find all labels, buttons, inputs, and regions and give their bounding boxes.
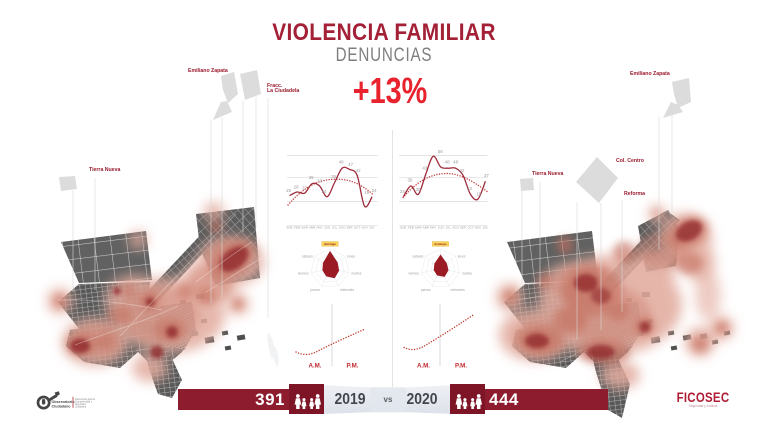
svg-text:domingo: domingo (324, 242, 336, 246)
svg-text:Seguridad: Seguridad (75, 403, 86, 406)
svg-text:43: 43 (422, 166, 427, 171)
svg-text:MAR: MAR (301, 226, 309, 230)
svg-text:A.M.: A.M. (308, 363, 321, 370)
svg-text:OCT: OCT (354, 226, 361, 230)
svg-text:lunes: lunes (458, 254, 466, 258)
svg-text:ENE: ENE (400, 226, 406, 230)
svg-text:35: 35 (309, 175, 314, 180)
svg-text:martes: martes (462, 271, 472, 275)
svg-text:sábado: sábado (302, 254, 313, 258)
svg-text:23: 23 (467, 186, 472, 191)
svg-text:NOV: NOV (475, 226, 482, 230)
svg-text:28: 28 (294, 185, 299, 190)
svg-text:36: 36 (331, 174, 336, 179)
svg-text:DIC: DIC (483, 226, 489, 230)
svg-text:SEP: SEP (460, 226, 466, 230)
svg-text:24: 24 (372, 188, 377, 193)
svg-text:ABR: ABR (423, 226, 430, 230)
svg-text:48: 48 (445, 160, 450, 165)
svg-text:JUN: JUN (438, 226, 444, 230)
svg-text:Fideicomiso para la: Fideicomiso para la (75, 398, 96, 401)
svg-text:37: 37 (484, 173, 489, 178)
svg-text:P.M.: P.M. (347, 363, 359, 370)
svg-text:24: 24 (400, 189, 405, 194)
svg-text:DIC: DIC (370, 226, 376, 230)
svg-text:Competitividad y: Competitividad y (75, 400, 93, 403)
svg-text:miércoles: miércoles (451, 288, 465, 292)
svg-text:47: 47 (348, 162, 353, 167)
svg-text:SEP: SEP (347, 226, 353, 230)
svg-text:JUL: JUL (332, 226, 338, 230)
svg-text:jueves: jueves (309, 288, 320, 292)
svg-text:48: 48 (339, 160, 344, 165)
svg-text:FEB: FEB (294, 226, 300, 230)
svg-text:ABR: ABR (309, 226, 316, 230)
svg-text:25: 25 (286, 188, 291, 193)
svg-text:jueves: jueves (420, 288, 431, 292)
svg-text:domingo: domingo (434, 242, 446, 246)
svg-text:42: 42 (356, 168, 361, 173)
svg-text:33: 33 (317, 179, 322, 184)
svg-text:ENE: ENE (287, 226, 293, 230)
svg-text:FEB: FEB (408, 226, 414, 230)
svg-text:Ciudadana: Ciudadana (75, 407, 87, 409)
svg-text:P.M.: P.M. (455, 363, 467, 370)
svg-text:NOV: NOV (361, 226, 368, 230)
svg-text:15: 15 (476, 192, 481, 197)
svg-text:miércoles: miércoles (340, 288, 354, 292)
svg-text:30: 30 (407, 178, 412, 183)
svg-text:Observatorio: Observatorio (52, 400, 76, 404)
svg-text:sábado: sábado (412, 254, 423, 258)
svg-text:JUN: JUN (324, 226, 330, 230)
svg-text:27: 27 (302, 186, 307, 191)
svg-text:martes: martes (352, 271, 362, 275)
svg-text:JUL: JUL (445, 226, 451, 230)
svg-text:58: 58 (438, 149, 443, 154)
svg-text:MAR: MAR (415, 226, 423, 230)
svg-text:viernes: viernes (298, 271, 309, 275)
svg-text:26: 26 (416, 187, 421, 192)
svg-text:MAY: MAY (430, 226, 436, 230)
svg-text:48: 48 (453, 160, 458, 165)
svg-text:MAY: MAY (316, 226, 322, 230)
svg-text:OCT: OCT (467, 226, 474, 230)
svg-text:24: 24 (322, 189, 327, 194)
svg-text:AGO: AGO (452, 226, 459, 230)
svg-text:viernes: viernes (408, 271, 419, 275)
svg-text:lunes: lunes (347, 254, 355, 258)
svg-text:19: 19 (364, 190, 369, 195)
svg-text:Ciudadano: Ciudadano (52, 405, 72, 409)
svg-text:A.M.: A.M. (417, 363, 430, 370)
svg-text:AGO: AGO (339, 226, 346, 230)
svg-text:42: 42 (460, 168, 465, 173)
